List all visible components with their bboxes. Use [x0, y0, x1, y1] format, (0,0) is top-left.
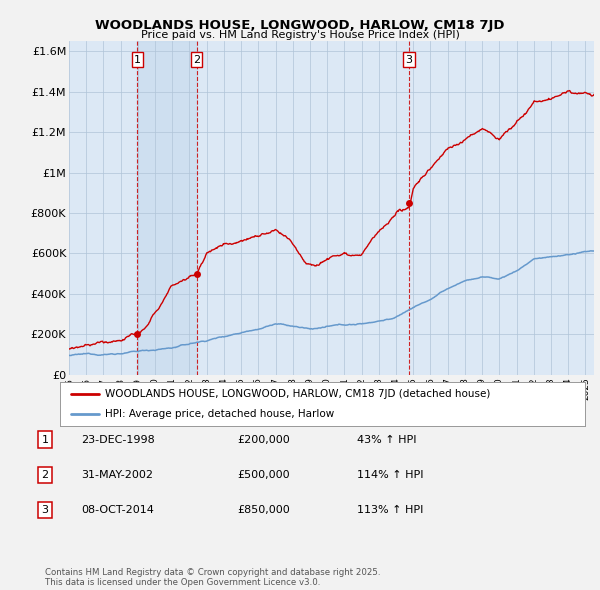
Text: Contains HM Land Registry data © Crown copyright and database right 2025.
This d: Contains HM Land Registry data © Crown c… — [45, 568, 380, 587]
Text: 23-DEC-1998: 23-DEC-1998 — [81, 435, 155, 444]
Text: WOODLANDS HOUSE, LONGWOOD, HARLOW, CM18 7JD (detached house): WOODLANDS HOUSE, LONGWOOD, HARLOW, CM18 … — [104, 389, 490, 399]
Text: 1: 1 — [41, 435, 49, 444]
Text: 1: 1 — [134, 55, 141, 65]
Text: 113% ↑ HPI: 113% ↑ HPI — [357, 506, 424, 515]
Text: 31-MAY-2002: 31-MAY-2002 — [81, 470, 153, 480]
Text: HPI: Average price, detached house, Harlow: HPI: Average price, detached house, Harl… — [104, 409, 334, 419]
Bar — [137, 41, 197, 375]
Text: Price paid vs. HM Land Registry's House Price Index (HPI): Price paid vs. HM Land Registry's House … — [140, 30, 460, 40]
Text: WOODLANDS HOUSE, LONGWOOD, HARLOW, CM18 7JD: WOODLANDS HOUSE, LONGWOOD, HARLOW, CM18 … — [95, 19, 505, 32]
Text: 2: 2 — [193, 55, 200, 65]
Text: 43% ↑ HPI: 43% ↑ HPI — [357, 435, 416, 444]
Text: £500,000: £500,000 — [237, 470, 290, 480]
Text: 08-OCT-2014: 08-OCT-2014 — [81, 506, 154, 515]
Text: 2: 2 — [41, 470, 49, 480]
Text: £200,000: £200,000 — [237, 435, 290, 444]
Text: 114% ↑ HPI: 114% ↑ HPI — [357, 470, 424, 480]
Text: 3: 3 — [41, 506, 49, 515]
Text: 3: 3 — [406, 55, 413, 65]
Text: £850,000: £850,000 — [237, 506, 290, 515]
